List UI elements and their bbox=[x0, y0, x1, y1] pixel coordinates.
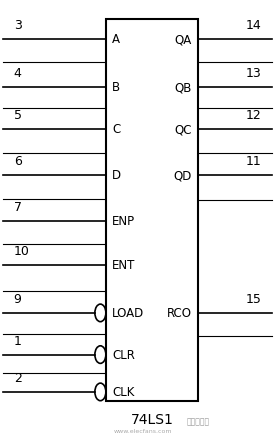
Bar bbox=[106, 20, 198, 401]
Text: QB: QB bbox=[175, 81, 192, 94]
Text: 13: 13 bbox=[246, 67, 261, 80]
Text: 3: 3 bbox=[14, 18, 22, 32]
Text: 10: 10 bbox=[14, 244, 30, 257]
Text: 电子发烧友: 电子发烧友 bbox=[186, 417, 210, 426]
Text: CLK: CLK bbox=[112, 385, 134, 399]
Text: ENP: ENP bbox=[112, 215, 135, 228]
Text: LOAD: LOAD bbox=[112, 307, 144, 320]
Text: 6: 6 bbox=[14, 154, 22, 167]
Text: 15: 15 bbox=[245, 292, 261, 305]
Text: 12: 12 bbox=[246, 108, 261, 121]
Text: 9: 9 bbox=[14, 292, 22, 305]
Text: 5: 5 bbox=[14, 108, 22, 121]
Text: 14: 14 bbox=[246, 18, 261, 32]
Text: www.elecfans.com: www.elecfans.com bbox=[114, 427, 172, 433]
Text: 1: 1 bbox=[14, 334, 22, 347]
Text: QD: QD bbox=[174, 169, 192, 182]
Text: 4: 4 bbox=[14, 67, 22, 80]
Text: CLR: CLR bbox=[112, 348, 135, 361]
Text: B: B bbox=[112, 81, 120, 94]
Text: 11: 11 bbox=[246, 154, 261, 167]
Text: QA: QA bbox=[175, 33, 192, 46]
Text: C: C bbox=[112, 123, 120, 136]
Text: D: D bbox=[112, 169, 121, 182]
Text: QC: QC bbox=[174, 123, 192, 136]
Text: A: A bbox=[112, 33, 120, 46]
Text: RCO: RCO bbox=[167, 307, 192, 320]
Text: 7: 7 bbox=[14, 200, 22, 213]
Text: 74LS1: 74LS1 bbox=[131, 412, 173, 426]
Text: ENT: ENT bbox=[112, 258, 135, 272]
Text: 2: 2 bbox=[14, 371, 22, 384]
